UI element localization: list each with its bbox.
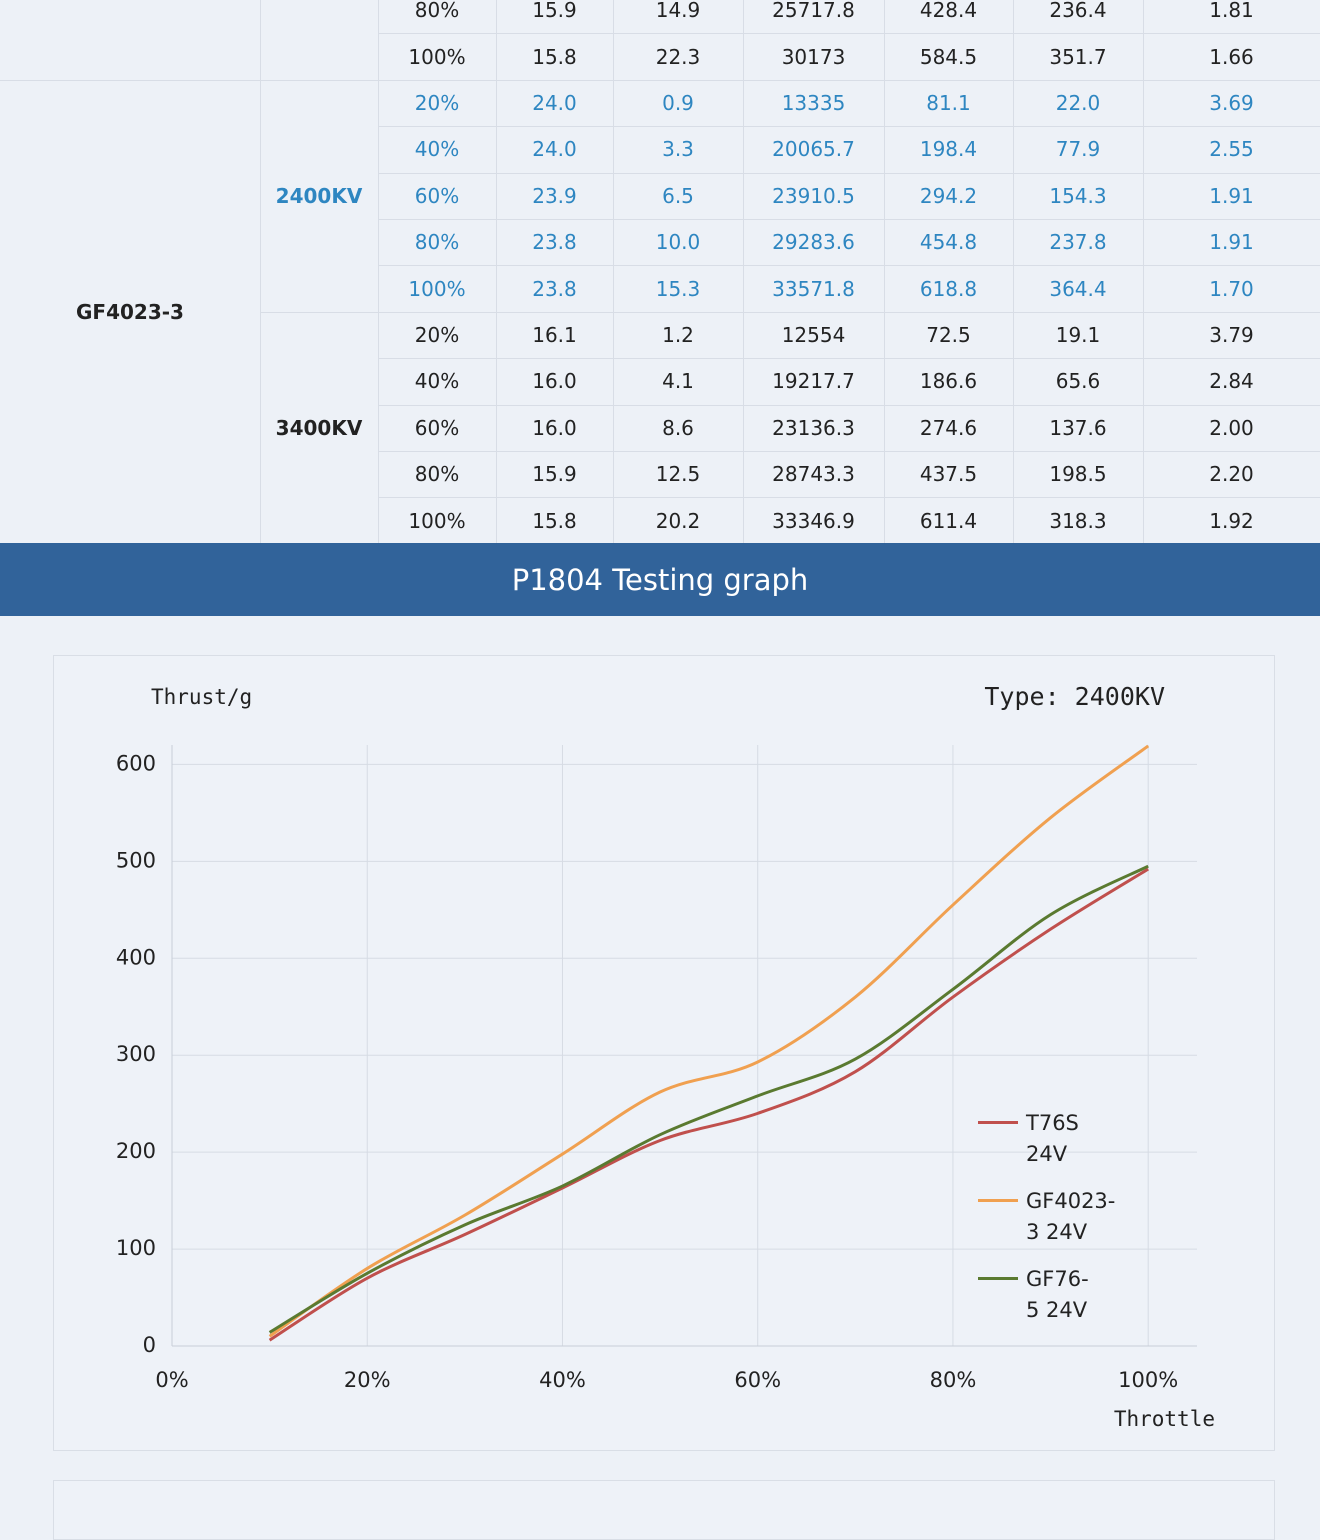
x-tick-label: 80%	[930, 1368, 977, 1392]
x-tick-label: 60%	[734, 1368, 781, 1392]
y-tick-label: 400	[116, 945, 156, 969]
legend-item: GF76-5 24V	[978, 1264, 1115, 1326]
y-tick-label: 200	[116, 1139, 156, 1163]
x-axis-label: Throttle	[1114, 1407, 1215, 1431]
y-tick-label: 0	[143, 1333, 156, 1357]
x-tick-label: 40%	[539, 1368, 586, 1392]
legend-label: T76S 24V	[1026, 1108, 1079, 1170]
y-tick-label: 500	[116, 848, 156, 872]
x-tick-label: 0%	[155, 1368, 188, 1392]
y-axis-label: Thrust/g	[151, 685, 252, 709]
legend-swatch	[978, 1121, 1018, 1124]
legend-item: GF4023-3 24V	[978, 1186, 1115, 1248]
y-tick-label: 600	[116, 751, 156, 775]
x-tick-label: 100%	[1118, 1368, 1178, 1392]
legend-item: T76S 24V	[978, 1108, 1115, 1170]
legend-swatch	[978, 1199, 1018, 1202]
x-tick-label: 20%	[344, 1368, 391, 1392]
legend-label: GF4023-3 24V	[1026, 1186, 1115, 1248]
y-tick-label: 300	[116, 1042, 156, 1066]
legend-swatch	[978, 1277, 1018, 1280]
legend-label: GF76-5 24V	[1026, 1264, 1089, 1326]
legend: T76S 24V GF4023-3 24V GF76-5 24V	[978, 1108, 1115, 1342]
y-tick-label: 100	[116, 1236, 156, 1260]
chart-annotation: Type: 2400KV	[984, 682, 1165, 711]
